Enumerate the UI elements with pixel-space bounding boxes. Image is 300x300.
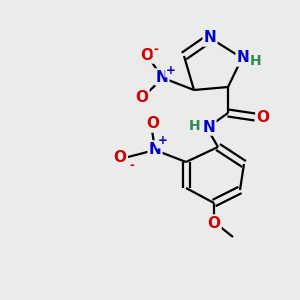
Text: +: +: [158, 134, 168, 148]
Text: O: O: [146, 116, 160, 131]
Text: N: N: [202, 119, 215, 134]
Text: O: O: [113, 149, 127, 164]
Text: -: -: [130, 160, 134, 172]
Text: O: O: [208, 215, 220, 230]
Text: O: O: [256, 110, 269, 124]
Text: +: +: [166, 64, 176, 76]
Text: O: O: [140, 47, 154, 62]
Text: H: H: [189, 119, 201, 133]
Text: N: N: [148, 142, 161, 157]
Text: H: H: [250, 54, 262, 68]
Text: N: N: [204, 31, 216, 46]
Text: N: N: [156, 70, 168, 85]
Text: -: -: [154, 43, 158, 56]
Text: O: O: [136, 89, 148, 104]
Text: N: N: [237, 50, 249, 65]
